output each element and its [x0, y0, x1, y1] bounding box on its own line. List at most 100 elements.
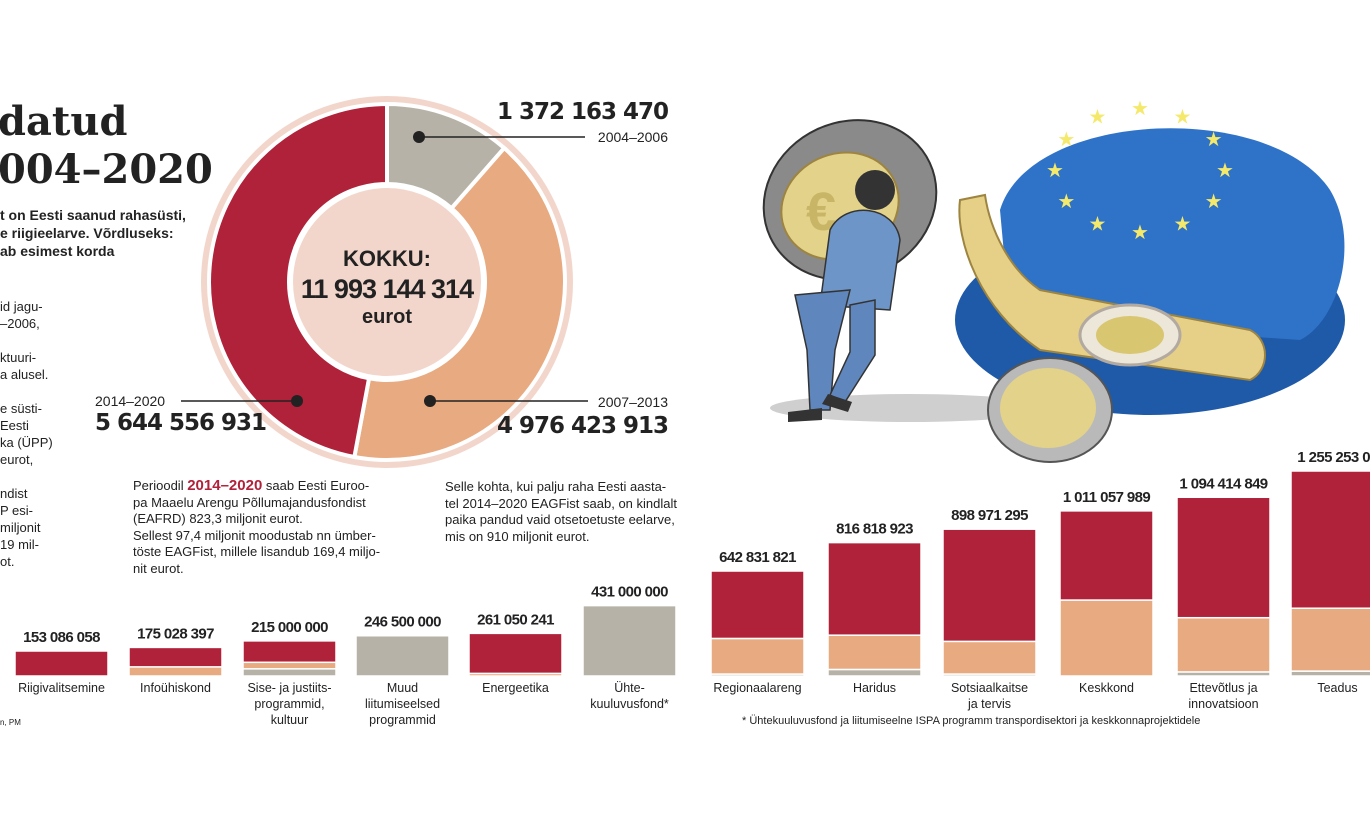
bar-segment-2014–2020: [468, 632, 563, 675]
bar-segment-2004–2006: [827, 668, 922, 677]
bar-segment-2007–2013: [710, 637, 805, 675]
category-label: ja tervis: [967, 697, 1011, 711]
bar-total-label: 261 050 241: [477, 611, 554, 628]
category-label: Regionaalareng: [713, 681, 801, 695]
bar-total-label: 642 831 821: [719, 549, 796, 566]
bar-segment-2007–2013: [1176, 616, 1271, 673]
bar-segment-2004–2006: [355, 634, 450, 677]
bar-segment-2014–2020: [14, 650, 109, 677]
category-label: Keskkond: [1079, 681, 1134, 695]
side-note-line: –2006,: [0, 316, 40, 331]
eu-star-icon: ★: [1174, 106, 1192, 128]
category-label: Ühte-: [614, 681, 645, 695]
bar-segment-2004–2006: [242, 668, 337, 677]
side-notes: id jagu- –2006, ktuuri-a alusel. e süsti-…: [0, 298, 53, 570]
eu-star-icon: ★: [1089, 106, 1107, 128]
slice-2007-period: 2007–2013: [597, 394, 668, 410]
donut-chart: KOKKU: 11 993 144 314 eurot: [201, 96, 573, 468]
donut-center-unit: eurot: [362, 306, 412, 328]
bar-chart: 153 086 058 Riigivalitsemine 175 028 397 In…: [14, 449, 1370, 727]
bar-total-label: 898 971 295: [951, 507, 1028, 524]
footnote: * Ühtekuuluvusfond ja liitumiseelne ISPA…: [742, 715, 1201, 727]
bar-segment-2007–2013: [128, 666, 223, 677]
side-note-line: e süsti-: [0, 401, 42, 416]
category-label: kuuluvusfond*: [590, 697, 669, 711]
category-label: innovatsioon: [1188, 697, 1258, 711]
eu-star-icon: ★: [1131, 98, 1149, 120]
eu-star-icon: ★: [1089, 214, 1107, 236]
title-line-1: datud: [0, 98, 128, 145]
side-note-line: Eesti: [0, 418, 29, 433]
euro-coin-icon: [987, 357, 1113, 463]
bar-total-label: 1 094 414 849: [1179, 475, 1267, 492]
side-note-line: P esi-: [0, 503, 33, 518]
category-label: programmid,: [254, 697, 324, 711]
bars: 153 086 058 Riigivalitsemine 175 028 397 In…: [14, 449, 1370, 727]
bar-segment-2004–2006: [582, 604, 677, 677]
bar-segment-2007–2013: [1059, 599, 1154, 677]
bar-segment-2014–2020: [1059, 510, 1154, 601]
eu-star-icon: ★: [1046, 160, 1064, 182]
eu-star-icon: ★: [1057, 191, 1075, 213]
eu-star-icon: ★: [1057, 129, 1075, 151]
donut-hole: [289, 184, 485, 380]
bar-segment-2014–2020: [1290, 470, 1370, 609]
man-figure-icon: €: [762, 119, 938, 422]
eu-star-icon: ★: [1131, 222, 1149, 244]
period-highlight: 2014–2020: [187, 477, 263, 494]
eagf-paragraph: Selle kohta, kui palju raha Eesti aasta-…: [445, 479, 677, 544]
eu-star-icon: ★: [1174, 214, 1192, 236]
bar-total-label: 175 028 397: [137, 625, 214, 642]
euro-illustration: ★ ★ ★ ★ ★ ★ ★ ★ ★ ★ ★ ★ €: [762, 98, 1345, 463]
donut-center-value: 11 993 144 314: [301, 274, 474, 304]
source-note: n, PM: [0, 718, 21, 727]
bar-total-label: 153 086 058: [23, 629, 100, 646]
bar-total-label: 246 500 000: [364, 614, 441, 631]
bar-total-label: 816 818 923: [836, 521, 913, 538]
eafrd-paragraph: Perioodil 2014–2020 saab Eesti Euroo- pa…: [133, 477, 381, 576]
category-label: Energeetika: [482, 681, 549, 695]
page-title: datud 004–2020: [0, 98, 213, 194]
side-note-line: ndist: [0, 486, 28, 501]
slice-2004-value: 1 372 163 470: [496, 99, 669, 125]
bar-total-label: 1 011 057 989: [1063, 489, 1151, 506]
side-note-line: miljonit: [0, 520, 41, 535]
eu-star-icon: ★: [1216, 160, 1234, 182]
bar-segment-2007–2013: [942, 640, 1037, 675]
side-note-line: id jagu-: [0, 299, 43, 314]
category-label: Riigivalitsemine: [18, 681, 105, 695]
side-note-line: a alusel.: [0, 367, 49, 382]
bar-total-label: 215 000 000: [251, 619, 328, 636]
bar-segment-2014–2020: [942, 528, 1037, 643]
category-label: Haridus: [853, 681, 896, 695]
bar-segment-2014–2020: [827, 541, 922, 636]
bar-segment-2014–2020: [710, 570, 805, 640]
bar-segment-2014–2020: [1176, 496, 1271, 619]
eu-star-icon: ★: [1205, 191, 1223, 213]
category-label: Sotsiaalkaitse: [951, 681, 1028, 695]
bar-segment-2007–2013: [242, 661, 337, 670]
bar-segment-2007–2013: [827, 634, 922, 671]
slice-2004-period: 2004–2006: [597, 129, 668, 145]
category-label: Sise- ja justiits-: [247, 681, 331, 695]
side-note-line: ka (ÜPP): [0, 435, 53, 450]
side-note-line: ot.: [0, 554, 15, 569]
category-label: Teadus: [1317, 681, 1357, 695]
side-note-line: eurot,: [0, 452, 34, 467]
slice-2014-value: 5 644 556 931: [95, 410, 267, 436]
category-label: liitumiseelsed: [365, 697, 440, 711]
bar-segment-2014–2020: [242, 640, 337, 664]
bar-total-label: 1 255 253 05: [1297, 449, 1370, 466]
category-label: programmid: [369, 713, 436, 727]
title-line-2: 004–2020: [0, 146, 213, 193]
slice-2007-value: 4 976 423 913: [496, 413, 669, 439]
side-note-line: 19 mil-: [0, 537, 40, 552]
bar-segment-2014–2020: [128, 646, 223, 668]
donut-center-label: KOKKU:: [343, 246, 431, 271]
eu-star-icon: ★: [1205, 129, 1223, 151]
category-label: kultuur: [271, 713, 309, 727]
category-label: Infoühiskond: [140, 681, 211, 695]
bar-total-label: 431 000 000: [591, 584, 668, 601]
category-label: Muud: [387, 681, 418, 695]
